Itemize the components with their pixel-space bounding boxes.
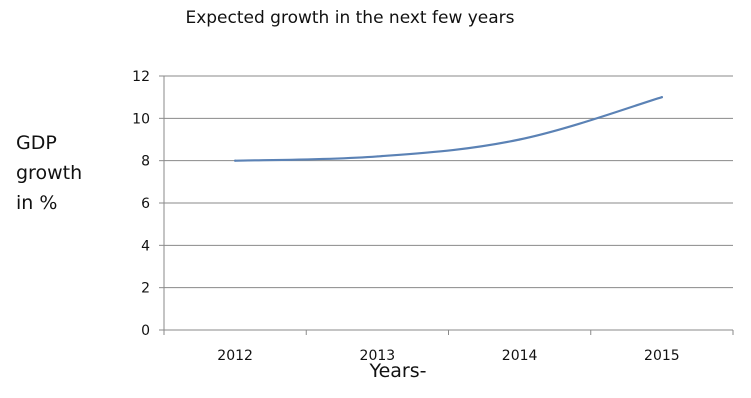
series-line (234, 96, 663, 162)
x-tick-label: 2015 (644, 348, 680, 364)
x-tick-label: 2013 (360, 348, 396, 364)
chart-title: Expected growth in the next few years (185, 8, 515, 28)
y-axis-label-line: GDP (16, 132, 57, 154)
data-point (660, 96, 663, 99)
y-tick-label: 6 (141, 196, 150, 212)
y-tick-label: 10 (132, 111, 150, 127)
data-point (376, 155, 379, 158)
y-axis-label: GDP growth in % (16, 128, 126, 218)
y-tick-label: 2 (141, 281, 150, 297)
y-tick-label: 0 (141, 323, 150, 339)
x-tick-label: 2014 (502, 348, 538, 364)
y-axis-label-line: growth (16, 162, 83, 184)
y-tick-label: 4 (141, 238, 150, 254)
data-point (234, 159, 237, 162)
data-point (518, 138, 521, 141)
y-axis-label-line: in % (16, 192, 58, 214)
y-tick-label: 8 (141, 154, 150, 170)
y-tick-label: 12 (132, 69, 150, 85)
x-tick-label: 2012 (217, 348, 253, 364)
x-axis-label: Years- (369, 360, 427, 382)
